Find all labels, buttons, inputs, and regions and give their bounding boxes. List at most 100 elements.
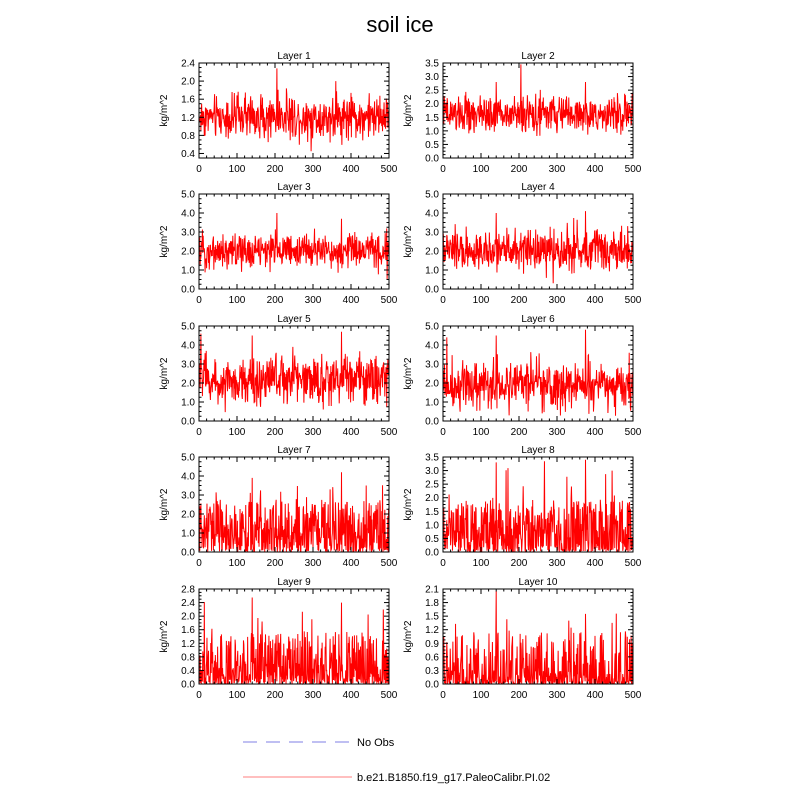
y-tick-label: 4.0	[181, 472, 195, 483]
x-tick-label: 500	[381, 164, 398, 175]
x-tick-label: 200	[511, 427, 528, 438]
y-tick-label: 4.0	[425, 341, 439, 352]
y-tick-label: 1.8	[425, 598, 439, 609]
y-tick-label: 5.0	[181, 453, 195, 464]
x-tick-label: 200	[511, 164, 528, 175]
y-tick-label: 2.4	[181, 598, 195, 609]
x-tick-label: 100	[473, 690, 490, 701]
series-line	[198, 331, 390, 413]
x-tick-label: 400	[587, 295, 604, 306]
x-tick-label: 200	[267, 164, 284, 175]
y-tick-label: 2.0	[181, 612, 195, 623]
series-line	[198, 212, 390, 280]
x-tick-label: 400	[343, 690, 360, 701]
y-tick-label: 3.0	[425, 360, 439, 371]
x-tick-label: 500	[381, 690, 398, 701]
x-tick-label: 100	[229, 558, 246, 569]
y-tick-label: 2.0	[425, 247, 439, 258]
x-tick-label: 300	[305, 427, 322, 438]
panel-title: Layer 2	[521, 51, 555, 62]
series-line	[198, 68, 390, 152]
y-tick-label: 1.2	[425, 625, 439, 636]
panel-layer-9: Layer 9 0 100 200 300 400 500 0.0 0.4 0.8 1.2 1.6 2.…	[159, 577, 398, 701]
y-tick-label: 3.0	[181, 360, 195, 371]
panel-layer-7: Layer 7 0 100 200 300 400 500 0.0 1.0 2.0 3.0 4.0 5.…	[159, 445, 398, 569]
y-tick-label: 0.0	[425, 154, 439, 165]
x-tick-label: 0	[440, 690, 446, 701]
panel-layer-5: Layer 5 0 100 200 300 400 500 0.0 1.0 2.0 3.0 4.0 5.…	[159, 314, 398, 438]
panel-layer-3: Layer 3 0 100 200 300 400 500 0.0 1.0 2.0 3.0 4.0 5.…	[159, 182, 398, 306]
y-tick-label: 0.5	[425, 534, 439, 545]
x-tick-label: 500	[381, 558, 398, 569]
panel-title: Layer 4	[521, 182, 555, 193]
x-tick-label: 0	[440, 558, 446, 569]
y-tick-label: 2.1	[425, 585, 439, 596]
x-tick-label: 300	[549, 690, 566, 701]
panel-title: Layer 6	[521, 314, 555, 325]
x-tick-label: 300	[549, 427, 566, 438]
y-tick-label: 0.0	[181, 548, 195, 559]
y-tick-label: 2.0	[181, 77, 195, 88]
y-tick-label: 0.0	[181, 680, 195, 691]
legend-no-obs-label: No Obs	[357, 737, 395, 749]
x-tick-label: 500	[381, 427, 398, 438]
y-tick-label: 0.0	[425, 417, 439, 428]
x-tick-label: 400	[587, 690, 604, 701]
x-tick-label: 400	[587, 427, 604, 438]
x-tick-label: 300	[305, 164, 322, 175]
y-tick-label: 0.0	[181, 417, 195, 428]
y-tick-label: 0.6	[425, 652, 439, 663]
y-tick-label: 0.0	[425, 680, 439, 691]
x-tick-label: 100	[473, 427, 490, 438]
chart-title: soil ice	[366, 12, 433, 37]
x-tick-label: 300	[549, 295, 566, 306]
y-tick-label: 1.0	[181, 398, 195, 409]
x-tick-label: 200	[267, 558, 284, 569]
x-tick-label: 300	[549, 558, 566, 569]
y-tick-label: 5.0	[181, 322, 195, 333]
panels-grid: Layer 10 100 200 300 400 5000.40.81.21.62.02.…	[159, 51, 642, 701]
y-tick-label: 4.0	[425, 209, 439, 220]
y-tick-label: 2.4	[181, 59, 195, 70]
y-tick-label: 3.0	[181, 491, 195, 502]
x-tick-label: 500	[625, 427, 642, 438]
y-axis-label: kg/m^2	[403, 225, 414, 257]
y-tick-label: 3.0	[181, 228, 195, 239]
x-tick-label: 100	[229, 164, 246, 175]
panel-title: Layer 10	[519, 577, 558, 588]
y-tick-label: 0.4	[181, 666, 195, 677]
series-line	[442, 211, 634, 284]
x-tick-label: 0	[196, 295, 202, 306]
y-tick-label: 1.0	[425, 520, 439, 531]
y-axis-label: kg/m^2	[159, 225, 170, 257]
y-axis-label: kg/m^2	[403, 357, 414, 389]
x-tick-label: 500	[625, 690, 642, 701]
y-tick-label: 1.2	[181, 113, 195, 124]
x-tick-label: 0	[196, 427, 202, 438]
series-line	[198, 472, 390, 553]
y-tick-label: 0.9	[425, 639, 439, 650]
y-tick-label: 2.5	[425, 480, 439, 491]
panel-frame	[198, 62, 390, 159]
x-tick-label: 100	[473, 295, 490, 306]
y-tick-label: 1.6	[181, 95, 195, 106]
panel-title: Layer 7	[277, 445, 311, 456]
y-tick-label: 2.0	[181, 510, 195, 521]
x-tick-label: 400	[343, 558, 360, 569]
x-tick-label: 200	[511, 690, 528, 701]
y-axis-label: kg/m^2	[159, 94, 170, 126]
y-tick-label: 4.0	[181, 341, 195, 352]
panel-layer-1: Layer 1 0 100 200 300 400 500 0.4 0.8 1.2 1.6 2.0 2.…	[159, 51, 398, 175]
x-tick-label: 300	[305, 295, 322, 306]
legend-model-label: b.e21.B1850.f19_g17.PaleoCalibr.PI.02	[357, 772, 550, 784]
y-tick-label: 0.4	[181, 149, 195, 160]
x-tick-label: 0	[196, 558, 202, 569]
y-tick-label: 0.0	[425, 548, 439, 559]
y-axis-label: kg/m^2	[159, 488, 170, 520]
y-tick-label: 4.0	[181, 209, 195, 220]
x-tick-label: 200	[267, 690, 284, 701]
panel-layer-2: Layer 2 0 100 200 300 400 500 0.0 0.5 1.0 1.5 2.0 2.…	[403, 51, 642, 175]
x-tick-label: 300	[305, 690, 322, 701]
panel-title: Layer 5	[277, 314, 311, 325]
